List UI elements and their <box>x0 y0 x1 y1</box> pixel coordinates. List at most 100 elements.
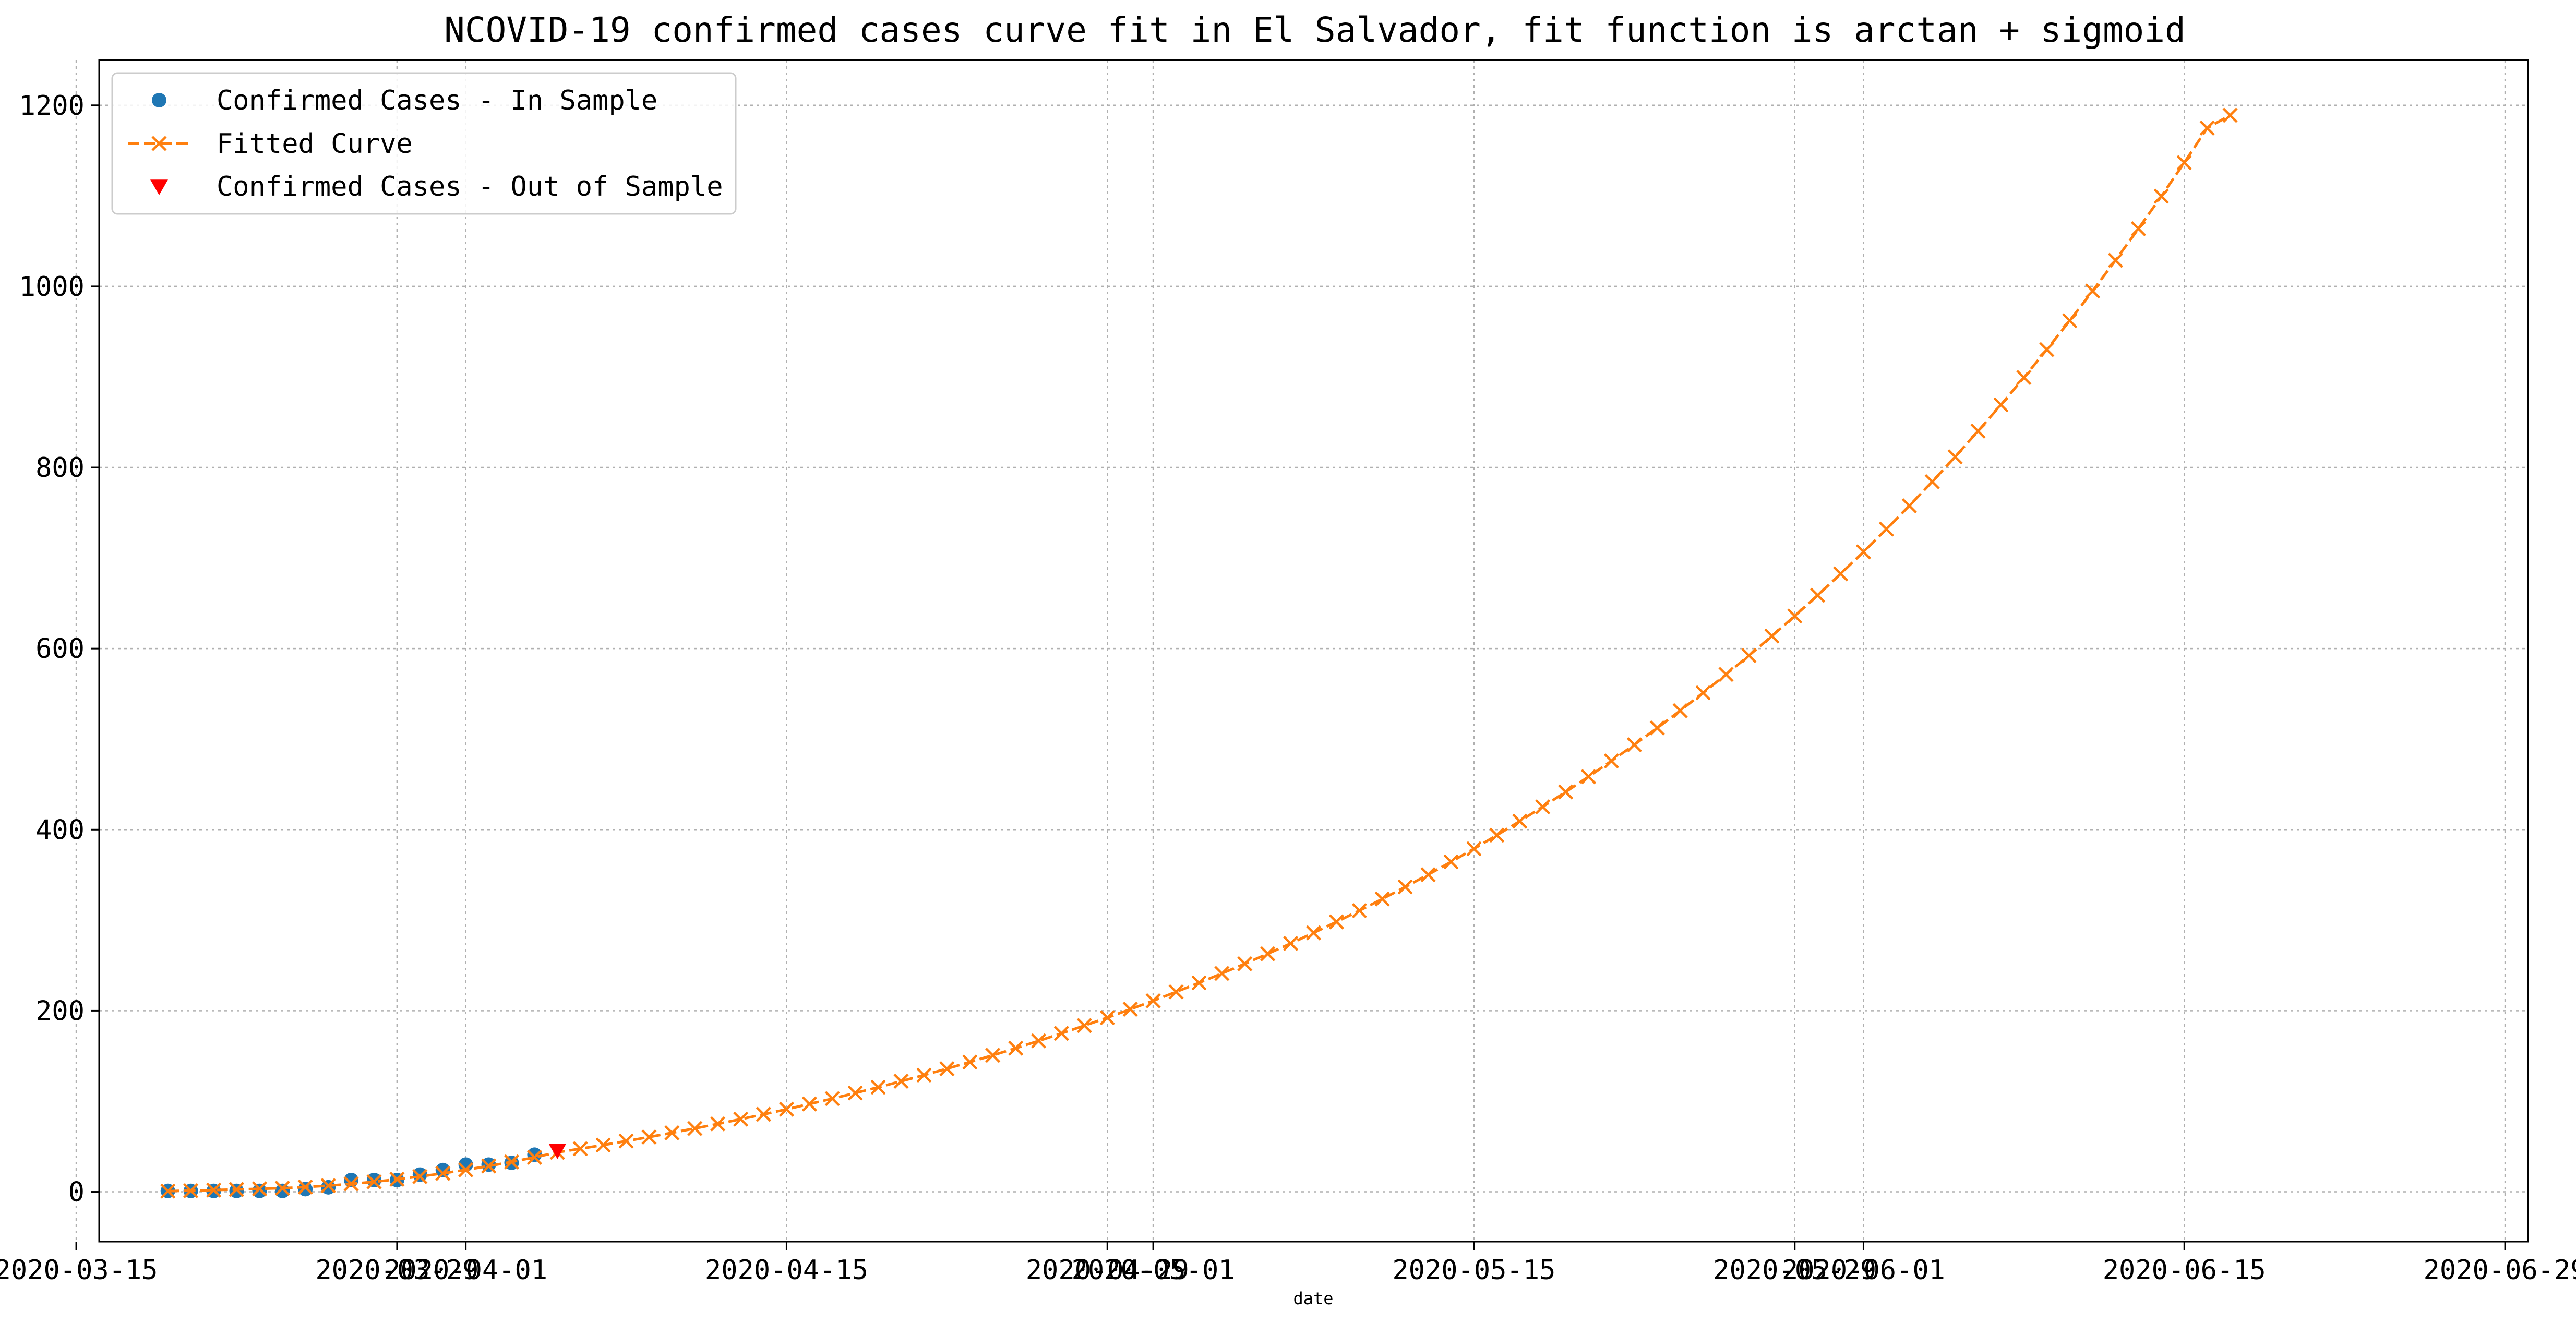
in-sample-point <box>275 1183 290 1198</box>
fitted-curve-marker <box>1764 628 1780 644</box>
fitted-curve-marker <box>1901 498 1917 514</box>
y-tick-label: 600 <box>35 633 85 665</box>
fitted-curve-marker <box>2062 313 2078 329</box>
legend-label: Fitted Curve <box>217 128 413 160</box>
x-tick-label: 2020-05-29 <box>1713 1255 1876 1286</box>
y-tick-label: 0 <box>68 1177 85 1208</box>
fitted-curve-marker <box>1374 891 1390 907</box>
legend-entry: Confirmed Cases - In Sample <box>152 85 657 116</box>
fitted-curve-marker <box>1970 423 1986 439</box>
x-axis-label: date <box>1293 1289 1333 1308</box>
fitted-curve-marker <box>1672 703 1688 718</box>
fitted-curve-marker <box>1328 914 1345 930</box>
fitted-curve-marker <box>1420 867 1436 883</box>
fitted-curve-marker <box>1626 737 1642 753</box>
fitted-curve-marker <box>1787 608 1803 624</box>
fitted-curve-marker <box>1810 587 1826 603</box>
fitted-curve-marker <box>1695 685 1711 701</box>
fitted-curve-marker <box>1947 449 1963 465</box>
fitted-curve-marker <box>2153 188 2169 204</box>
chart-title: NCOVID-19 confirmed cases curve fit in E… <box>444 10 2186 50</box>
y-tick-label: 1200 <box>19 90 85 122</box>
fitted-curve-marker <box>1580 769 1597 785</box>
fitted-curve-marker <box>458 1162 474 1177</box>
fitted-curve-marker <box>1214 966 1230 981</box>
series-layer <box>160 107 2238 1199</box>
fitted-curve-marker <box>2085 283 2101 299</box>
legend-entry: Fitted Curve <box>128 128 413 160</box>
legend-frame <box>111 72 737 215</box>
fitted-curve-marker <box>2176 155 2192 171</box>
x-tick-label: 2020-03-29 <box>315 1255 478 1286</box>
fitted-curve-line <box>167 114 2231 1193</box>
fitted-curve-marker <box>1237 956 1253 971</box>
fitted-curve-marker <box>572 1141 588 1157</box>
y-tick-label: 400 <box>35 814 85 846</box>
legend-x-marker <box>151 136 167 151</box>
x-tick-label: 2020-05-15 <box>1392 1255 1555 1286</box>
fitted-curve-marker <box>1031 1033 1047 1049</box>
fitted-curve-marker <box>801 1096 817 1112</box>
fitted-curve-marker <box>1489 827 1505 843</box>
fitted-curve-marker <box>1649 720 1665 736</box>
fitted-curve-marker <box>756 1106 772 1122</box>
fitted-curve-marker <box>2016 370 2032 386</box>
fitted-curve-marker <box>962 1054 978 1070</box>
fitted-curve-marker <box>1099 1010 1115 1026</box>
fitted-curve-marker <box>274 1181 290 1196</box>
in-sample-point <box>298 1182 313 1197</box>
fitted-curve-marker <box>366 1174 382 1189</box>
legend: Confirmed Cases - In Sample Fitted Curve C… <box>111 72 737 215</box>
fitted-curve-marker <box>229 1182 245 1197</box>
fitted-curve-marker <box>1397 879 1413 895</box>
x-tick-label: 2020-04-01 <box>384 1255 547 1286</box>
out-of-sample-point <box>548 1143 567 1159</box>
fitted-curve-marker <box>526 1149 542 1165</box>
fitted-curve-marker <box>412 1169 428 1184</box>
fitted-curve-marker <box>1855 544 1872 560</box>
fitted-curve-marker <box>893 1074 909 1089</box>
fitted-curve-marker <box>595 1137 611 1153</box>
plot-area <box>98 59 2529 1243</box>
fitted-curve-marker <box>1603 753 1619 769</box>
grid <box>75 60 2528 1242</box>
legend-circle-marker <box>152 93 166 107</box>
x-tick-label: 2020-06-15 <box>2103 1255 2266 1286</box>
fitted-curve-marker <box>1878 521 1894 537</box>
fitted-curve-marker <box>1283 935 1299 952</box>
legend-triangle-marker <box>150 179 168 195</box>
fitted-curve-marker <box>297 1179 313 1195</box>
in-sample-point <box>412 1167 427 1182</box>
legend-entry: Confirmed Cases - Out of Sample <box>150 171 723 202</box>
fitted-curve-marker <box>985 1048 1001 1063</box>
fitted-curve-marker <box>916 1067 932 1083</box>
fitted-curve-marker <box>1557 784 1574 800</box>
fitted-curve-marker <box>618 1133 634 1149</box>
x-tick-label: 2020-05-01 <box>1072 1255 1235 1286</box>
fitted-curve-marker <box>481 1158 497 1174</box>
fitted-curve-marker <box>778 1101 795 1117</box>
fitted-curve-marker <box>320 1178 336 1194</box>
fitted-curve-marker <box>733 1111 749 1127</box>
y-tick-label: 800 <box>35 452 85 484</box>
fitted-curve-marker <box>1008 1040 1024 1056</box>
series-fitted-curve <box>160 107 2238 1199</box>
fitted-curve-marker <box>343 1176 359 1192</box>
fitted-curve-marker <box>939 1061 955 1077</box>
series-out-of-sample <box>548 1143 567 1159</box>
fitted-curve-marker <box>2107 252 2124 268</box>
x-tick-label: 2020-04-29 <box>1026 1255 1189 1286</box>
fitted-curve-marker <box>1741 647 1757 664</box>
y-tick-label: 200 <box>35 995 85 1027</box>
fitted-curve-marker <box>1305 925 1322 941</box>
fitted-curve-marker <box>1351 903 1367 919</box>
fitted-curve-marker <box>687 1121 703 1136</box>
fitted-curve-marker <box>1466 841 1482 857</box>
x-tick-label: 2020-04-15 <box>705 1255 868 1286</box>
in-sample-point <box>252 1183 267 1198</box>
fitted-curve-marker <box>1512 813 1528 829</box>
fitted-curve-marker <box>1535 799 1551 815</box>
fitted-curve-marker <box>183 1183 199 1198</box>
fitted-curve-marker <box>2222 107 2238 123</box>
